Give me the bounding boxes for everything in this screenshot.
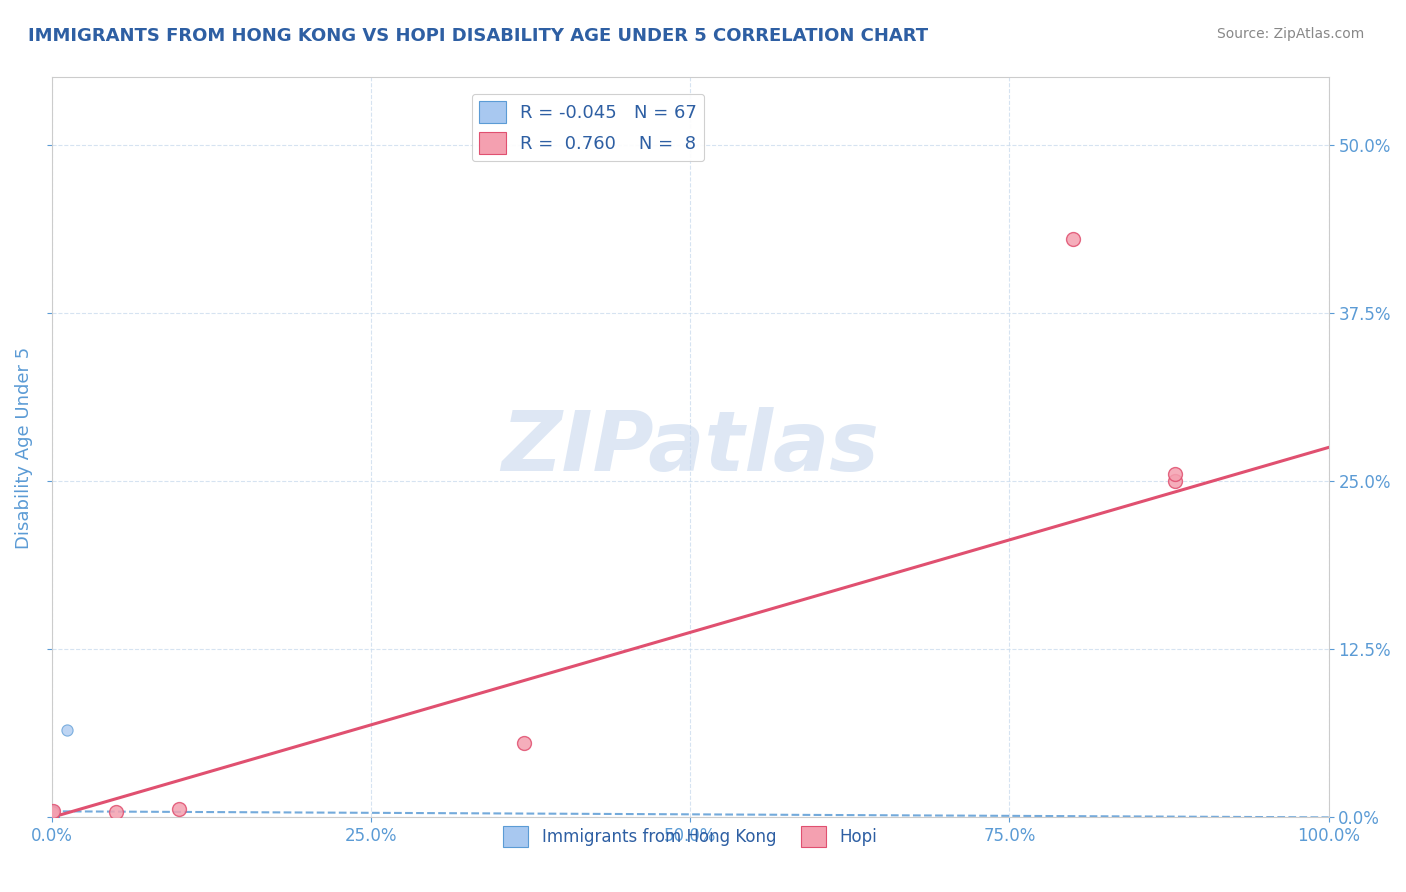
Point [41,807,63,822]
Point [41,807,63,822]
Point [41,807,63,822]
Point [41,806,63,821]
Point [56,723,79,737]
Point [41,807,63,822]
Point [42,805,65,819]
Point [41,805,63,820]
Point [41,808,63,822]
Point [41,809,63,823]
Point [41,807,63,822]
Point [41,805,63,820]
Point [42,805,65,820]
Point [41,807,63,822]
Point [41,805,63,819]
Point [41,807,63,822]
Text: ZIPatlas: ZIPatlas [502,407,879,488]
Point [41,807,63,822]
Point [42,805,65,820]
Point [41,807,63,822]
Point [41,807,63,822]
Point [41,807,63,822]
Point [41,805,63,820]
Point [41,807,63,822]
Point [1062,232,1084,246]
Text: Source: ZipAtlas.com: Source: ZipAtlas.com [1216,27,1364,41]
Point [41,807,63,822]
Point [41,806,63,821]
Point [41,808,63,822]
Point [41,807,63,822]
Point [41,807,63,822]
Point [1164,474,1187,488]
Point [41,807,63,822]
Point [42,807,65,822]
Point [41,805,63,819]
Point [41,805,63,820]
Text: IMMIGRANTS FROM HONG KONG VS HOPI DISABILITY AGE UNDER 5 CORRELATION CHART: IMMIGRANTS FROM HONG KONG VS HOPI DISABI… [28,27,928,45]
Point [42,805,65,820]
Point [41,809,63,823]
Point [41,809,63,823]
Point [169,802,191,816]
Point [41,807,63,822]
Point [41,805,63,820]
Point [41,805,63,819]
Point [41,807,63,822]
Point [1164,467,1187,482]
Point [42,805,65,820]
Point [42,805,65,819]
Point [42,807,65,822]
Point [42,804,65,818]
Y-axis label: Disability Age Under 5: Disability Age Under 5 [15,346,32,549]
Point [41,807,63,822]
Point [42,805,65,820]
Point [41,806,63,821]
Point [41,807,63,822]
Point [41,807,63,822]
Point [41,807,63,822]
Point [104,805,127,819]
Point [41,807,63,822]
Point [41,805,63,819]
Point [41,807,63,822]
Point [41,807,63,822]
Point [41,805,63,819]
Point [42,804,65,818]
Point [42,807,65,822]
Point [41,806,63,821]
Point [41,807,63,822]
Point [41,805,63,819]
Point [41,805,63,820]
Point [41,807,63,822]
Point [41,807,63,822]
Legend: Immigrants from Hong Kong, Hopi: Immigrants from Hong Kong, Hopi [496,820,884,854]
Point [41,808,63,822]
Point [42,807,65,822]
Point [41,807,63,822]
Point [41,805,63,820]
Point [41,805,63,819]
Point [42,807,65,822]
Point [513,736,536,750]
Point [41,809,63,823]
